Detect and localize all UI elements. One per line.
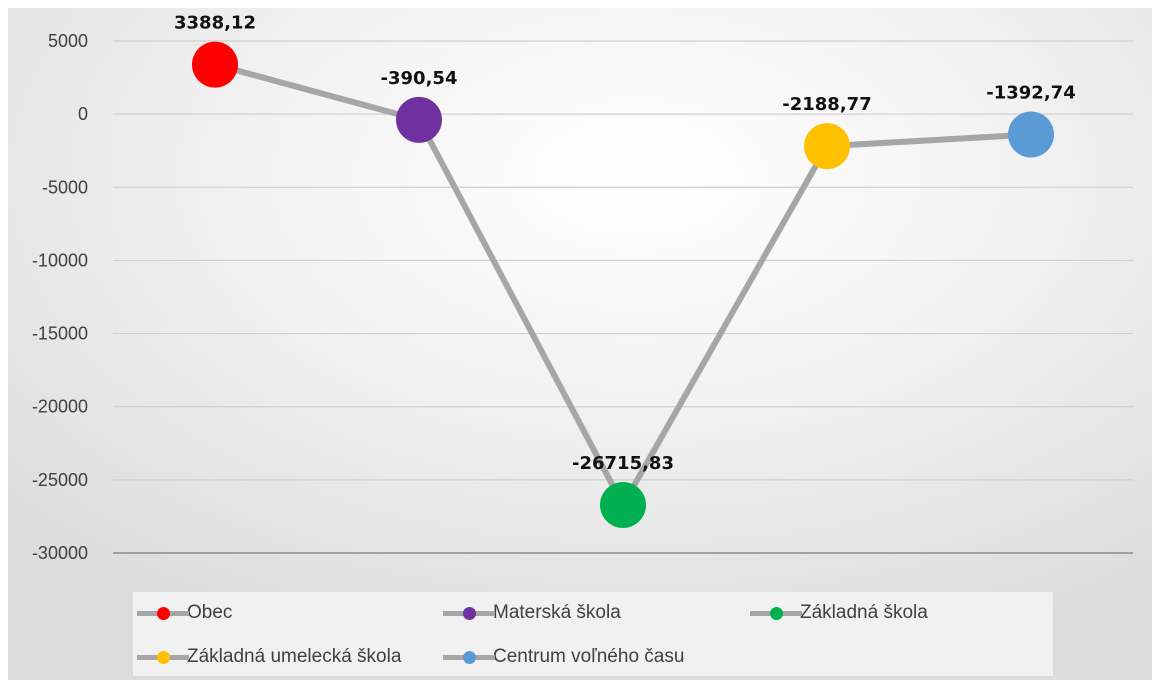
legend: Obec Materská škola Základná škola Zákla… <box>133 592 1053 676</box>
y-axis-tick-labels: 5000 0 -5000 -10000 -15000 -20000 -25000 -30000 <box>32 31 88 563</box>
legend-marker-icon <box>135 598 191 628</box>
chart-area: 5000 0 -5000 -10000 -15000 -20000 -25000 -30000… <box>8 8 1152 680</box>
legend-item-zakladna-skola: Základná škola <box>748 598 928 628</box>
data-label: -26715,83 <box>572 453 674 474</box>
legend-dot <box>463 607 476 620</box>
data-point-marker <box>396 96 442 143</box>
legend-label: Centrum voľného času <box>493 646 685 667</box>
legend-label: Základná umelecká škola <box>187 646 402 667</box>
series-line-path <box>212 61 1034 508</box>
data-label: -1392,74 <box>986 83 1075 104</box>
line-chart: 5000 0 -5000 -10000 -15000 -20000 -25000 -30000… <box>32 13 1133 563</box>
y-tick-label: -15000 <box>32 324 88 344</box>
y-tick-label: -5000 <box>42 177 88 197</box>
legend-label: Materská škola <box>493 602 621 623</box>
legend-marker-icon <box>748 598 804 628</box>
y-tick-label: -10000 <box>32 250 88 270</box>
legend-dot <box>770 607 783 620</box>
legend-marker-icon <box>441 598 497 628</box>
series-line <box>212 61 1034 508</box>
data-label: -390,54 <box>381 68 458 89</box>
legend-item-obec: Obec <box>135 598 232 628</box>
data-label: 3388,12 <box>174 13 256 34</box>
legend-label: Obec <box>187 602 233 623</box>
data-labels: 3388,12 -390,54 -26715,83 -2188,77 -1392,74 <box>174 13 1076 474</box>
legend-dot <box>463 651 476 664</box>
data-point-marker <box>804 123 850 170</box>
legend-item-centrum-volneho-casu: Centrum voľného času <box>441 642 684 672</box>
y-tick-label: 5000 <box>48 31 88 51</box>
y-tick-label: 0 <box>78 104 88 124</box>
y-tick-label: -20000 <box>32 397 88 417</box>
data-point-marker <box>1008 111 1054 158</box>
legend-dot <box>157 651 170 664</box>
legend-item-zakladna-umelecka-skola: Základná umelecká škola <box>135 642 401 672</box>
data-label: -2188,77 <box>782 94 871 115</box>
y-tick-label: -25000 <box>32 470 88 490</box>
legend-dot <box>157 607 170 620</box>
data-point-marker <box>600 481 646 528</box>
gridlines <box>113 40 1133 554</box>
legend-item-materska-skola: Materská škola <box>441 598 621 628</box>
legend-marker-icon <box>135 642 191 672</box>
legend-label: Základná škola <box>800 602 928 623</box>
legend-marker-icon <box>441 642 497 672</box>
data-point-marker <box>192 41 238 88</box>
series-markers <box>192 41 1054 528</box>
y-tick-label: -30000 <box>32 543 88 563</box>
